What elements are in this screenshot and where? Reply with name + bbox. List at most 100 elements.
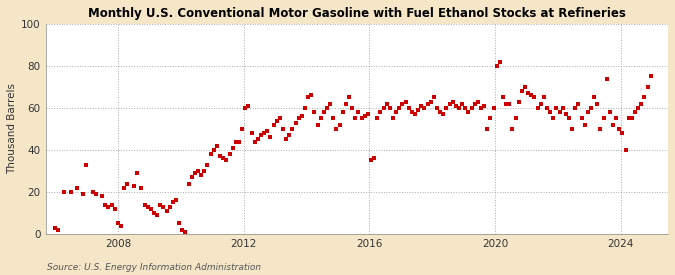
Point xyxy=(394,106,405,110)
Point xyxy=(246,131,257,135)
Point xyxy=(334,123,345,127)
Point xyxy=(139,202,150,207)
Point xyxy=(510,116,521,121)
Point xyxy=(296,114,307,119)
Point xyxy=(259,131,269,135)
Point xyxy=(412,108,423,112)
Point xyxy=(457,101,468,106)
Point xyxy=(469,101,480,106)
Point xyxy=(237,127,248,131)
Point xyxy=(592,101,603,106)
Point xyxy=(372,116,383,121)
Point xyxy=(485,116,496,121)
Point xyxy=(570,106,580,110)
Point xyxy=(328,116,339,121)
Point xyxy=(331,127,342,131)
Point xyxy=(87,190,98,194)
Point xyxy=(535,101,546,106)
Point xyxy=(350,116,360,121)
Point xyxy=(507,127,518,131)
Point xyxy=(312,123,323,127)
Point xyxy=(158,204,169,209)
Point xyxy=(315,116,326,121)
Point xyxy=(161,209,172,213)
Point xyxy=(319,110,329,114)
Point xyxy=(419,106,430,110)
Point xyxy=(482,127,493,131)
Point xyxy=(645,74,656,79)
Point xyxy=(526,93,537,98)
Point xyxy=(397,101,408,106)
Point xyxy=(435,110,446,114)
Point xyxy=(614,127,625,131)
Point xyxy=(230,139,241,144)
Point xyxy=(611,116,622,121)
Point xyxy=(541,106,552,110)
Point xyxy=(448,99,458,104)
Point xyxy=(576,116,587,121)
Y-axis label: Thousand Barrels: Thousand Barrels xyxy=(7,83,17,174)
Point xyxy=(240,106,250,110)
Point xyxy=(148,211,159,215)
Point xyxy=(192,169,203,173)
Point xyxy=(630,110,641,114)
Point xyxy=(551,106,562,110)
Point xyxy=(356,116,367,121)
Point xyxy=(425,99,436,104)
Point xyxy=(277,127,288,131)
Point xyxy=(504,101,515,106)
Point xyxy=(450,104,461,108)
Point xyxy=(340,101,351,106)
Point xyxy=(227,146,238,150)
Point xyxy=(224,152,235,156)
Point xyxy=(586,106,597,110)
Point xyxy=(369,156,379,161)
Point xyxy=(252,137,263,142)
Point xyxy=(422,101,433,106)
Point xyxy=(177,227,188,232)
Point xyxy=(400,99,411,104)
Point xyxy=(545,110,556,114)
Point xyxy=(431,106,442,110)
Point xyxy=(595,127,606,131)
Point xyxy=(218,156,229,161)
Point xyxy=(564,116,574,121)
Point xyxy=(444,101,455,106)
Point xyxy=(132,171,142,175)
Point xyxy=(211,144,222,148)
Point xyxy=(325,101,335,106)
Point xyxy=(387,116,398,121)
Point xyxy=(256,133,267,138)
Point xyxy=(65,190,76,194)
Point xyxy=(196,173,207,177)
Point xyxy=(520,85,531,89)
Point xyxy=(50,226,61,230)
Point xyxy=(284,133,294,138)
Point xyxy=(567,127,578,131)
Text: Source: U.S. Energy Information Administration: Source: U.S. Energy Information Administ… xyxy=(47,263,261,272)
Point xyxy=(583,110,593,114)
Point xyxy=(72,186,82,190)
Point xyxy=(513,99,524,104)
Point xyxy=(359,114,370,119)
Point xyxy=(119,186,130,190)
Point xyxy=(128,183,139,188)
Point xyxy=(410,112,421,116)
Point xyxy=(302,95,313,100)
Point xyxy=(249,139,260,144)
Point xyxy=(106,202,117,207)
Point xyxy=(406,110,417,114)
Point xyxy=(271,118,282,123)
Point xyxy=(636,101,647,106)
Point xyxy=(287,127,298,131)
Point xyxy=(142,204,153,209)
Point xyxy=(472,99,483,104)
Point xyxy=(460,106,470,110)
Point xyxy=(173,221,184,226)
Point xyxy=(560,112,571,116)
Point xyxy=(381,101,392,106)
Point xyxy=(262,129,273,133)
Point xyxy=(626,116,637,121)
Point xyxy=(495,59,506,64)
Point xyxy=(548,116,559,121)
